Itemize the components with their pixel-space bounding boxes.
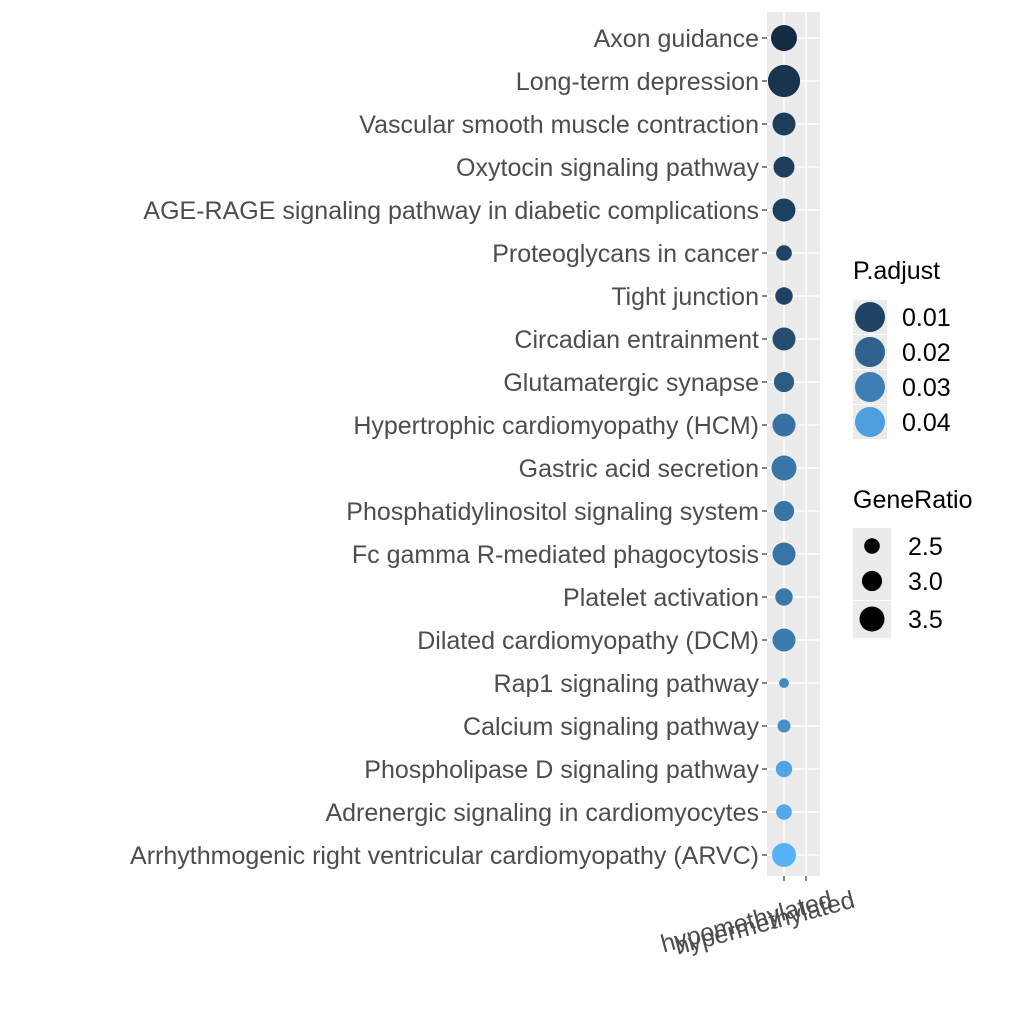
point-phospholipase-d-signaling-pathway	[775, 760, 793, 778]
y-tick-label-phosphatidylinositol-signaling-system: Phosphatidylinositol signaling system	[346, 498, 759, 526]
legend-generatio-label: 3.5	[908, 606, 943, 634]
y-tick-label-tight-junction: Tight junction	[611, 283, 759, 311]
plot-panel	[767, 12, 820, 876]
legend-generatio-label: 2.5	[908, 533, 943, 561]
point-proteoglycans-in-cancer	[776, 245, 792, 261]
point-dilated-cardiomyopathy-dcm	[772, 628, 796, 652]
point-arrhythmogenic-right-ventricular-cardiomyopathy-arvc	[772, 843, 796, 867]
y-tick-label-glutamatergic-synapse: Glutamatergic synapse	[503, 369, 759, 397]
legend-padjust-swatch	[855, 302, 885, 332]
legend-padjust-label: 0.03	[902, 374, 951, 402]
point-oxytocin-signaling-pathway	[773, 156, 795, 178]
y-tick-label-oxytocin-signaling-pathway: Oxytocin signaling pathway	[456, 154, 759, 182]
legend-title-generatio: GeneRatio	[853, 486, 973, 514]
y-tick-label-arrhythmogenic-right-ventricular-cardiomyopathy-arvc: Arrhythmogenic right ventricular cardiom…	[130, 842, 759, 870]
legend-padjust: P.adjust 0.01 0.02 0.03 0.04	[853, 257, 951, 439]
y-tick-label-rap1-signaling-pathway: Rap1 signaling pathway	[494, 670, 760, 698]
y-tick-label-phospholipase-d-signaling-pathway: Phospholipase D signaling pathway	[364, 756, 759, 784]
y-tick-label-platelet-activation: Platelet activation	[563, 584, 759, 612]
point-circadian-entrainment	[772, 327, 796, 351]
points	[767, 25, 801, 867]
y-tick-label-proteoglycans-in-cancer: Proteoglycans in cancer	[492, 240, 759, 268]
legend-padjust-label: 0.02	[902, 339, 951, 367]
point-axon-guidance	[771, 25, 797, 51]
y-tick-label-long-term-depression: Long-term depression	[516, 68, 759, 96]
legend-padjust-swatch	[855, 337, 885, 367]
legend-title-padjust: P.adjust	[853, 257, 940, 285]
y-tick-label-fc-gamma-r-mediated-phagocytosis: Fc gamma R-mediated phagocytosis	[352, 541, 759, 569]
y-tick-label-circadian-entrainment: Circadian entrainment	[514, 326, 759, 354]
legend-generatio-swatch	[864, 538, 880, 554]
legend-padjust-swatch	[855, 372, 885, 402]
point-hypertrophic-cardiomyopathy-hcm	[772, 413, 796, 437]
point-platelet-activation	[775, 588, 793, 606]
point-tight-junction	[775, 287, 793, 305]
point-long-term-depression	[767, 64, 801, 98]
y-tick-label-axon-guidance: Axon guidance	[594, 25, 759, 53]
legend-padjust-label: 0.01	[902, 304, 951, 332]
legend-generatio-swatch	[859, 606, 885, 632]
point-fc-gamma-r-mediated-phagocytosis	[772, 542, 796, 566]
point-adrenergic-signaling-in-cardiomyocytes	[776, 804, 792, 820]
point-rap1-signaling-pathway	[779, 678, 789, 688]
y-tick-label-dilated-cardiomyopathy-dcm: Dilated cardiomyopathy (DCM)	[417, 627, 759, 655]
y-axis: Axon guidance Long-term depression Vascula…	[130, 25, 767, 870]
y-tick-label-gastric-acid-secretion: Gastric acid secretion	[519, 455, 759, 483]
legend-padjust-label: 0.04	[902, 409, 951, 437]
point-vascular-smooth-muscle-contraction	[772, 112, 796, 136]
y-tick-label-adrenergic-signaling-in-cardiomyocytes: Adrenergic signaling in cardiomyocytes	[325, 799, 759, 827]
point-glutamatergic-synapse	[773, 371, 795, 393]
point-phosphatidylinositol-signaling-system	[773, 500, 795, 522]
y-tick-label-hypertrophic-cardiomyopathy-hcm: Hypertrophic cardiomyopathy (HCM)	[353, 412, 759, 440]
point-gastric-acid-secretion	[771, 455, 797, 481]
legend-generatio-label: 3.0	[908, 568, 943, 596]
y-tick-label-calcium-signaling-pathway: Calcium signaling pathway	[463, 713, 759, 741]
y-tick-label-vascular-smooth-muscle-contraction: Vascular smooth muscle contraction	[359, 111, 759, 139]
legend-generatio-swatch	[861, 570, 883, 592]
legend-padjust-swatch	[855, 407, 885, 437]
point-age-rage-signaling-pathway-in-diabetic-complications	[772, 198, 796, 222]
legend-generatio: GeneRatio 2.5 3.0 3.5	[853, 486, 973, 638]
point-calcium-signaling-pathway	[777, 719, 791, 733]
y-tick-label-age-rage-signaling-pathway-in-diabetic-complications: AGE-RAGE signaling pathway in diabetic c…	[143, 197, 759, 225]
